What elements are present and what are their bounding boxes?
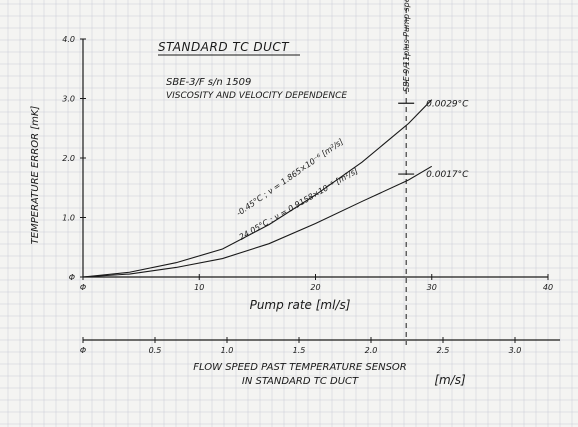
y-axis-label: TEMPERATURE ERROR [mK] [30,106,41,245]
subtitle-line1: SBE-3/F s/n 1509 [166,77,251,88]
x2-tick-label: 1.0 [221,346,234,355]
x-tick-label: 10 [194,283,204,292]
y-tick-label: 2.0 [62,154,75,163]
y-tick-label: 3.0 [62,95,75,104]
x2-tick-label: Φ [80,346,86,355]
y-tick-label: Φ [69,273,75,282]
series-line-2 [82,165,433,278]
x2-tick-label: 2.0 [365,346,378,355]
series-group: -0.45°C ; ν = 1.865×10⁻⁶ [m²/s]24.05°C ;… [82,99,433,278]
y-tick-label: 4.0 [62,35,75,44]
subtitle-line2: VISCOSITY AND VELOCITY DEPENDENCE [166,91,347,101]
x-tick-label: 20 [310,283,320,292]
annotation-label-1: 0.0029°C [426,99,469,109]
x2-tick-label: 1.5 [293,346,306,355]
x-axis-label: Pump rate [ml/s] [250,298,351,312]
x2-axis-label-line2: IN STANDARD TC DUCT [242,376,359,387]
x2-axis-unit: [m/s] [434,373,466,387]
ticks: Φ 1.0 2.0 3.0 4.0 Φ 10 20 30 40 Φ 0.5 1.0 1.5 2.0 2.5 3.… [62,35,553,355]
series-line-1 [82,99,433,278]
annotation-label-2: 0.0017°C [426,170,469,180]
x-tick-label: 30 [427,283,437,292]
x-tick-label: Φ [80,283,86,292]
pump-speed-label: SBE 9/11plus Pump speed [402,0,411,92]
chart-title: STANDARD TC DUCT [158,40,290,54]
x2-tick-label: 3.0 [509,346,522,355]
y-tick-label: 1.0 [62,214,75,223]
x2-axis-label-line1: FLOW SPEED PAST TEMPERATURE SENSOR [193,362,407,373]
x2-tick-label: 2.5 [437,346,450,355]
x-tick-label: 40 [543,283,553,292]
x2-tick-label: 0.5 [149,346,162,355]
annotations-group: SBE 9/11plus Pump speed 0.0029°C 0.0017°C [398,0,469,345]
